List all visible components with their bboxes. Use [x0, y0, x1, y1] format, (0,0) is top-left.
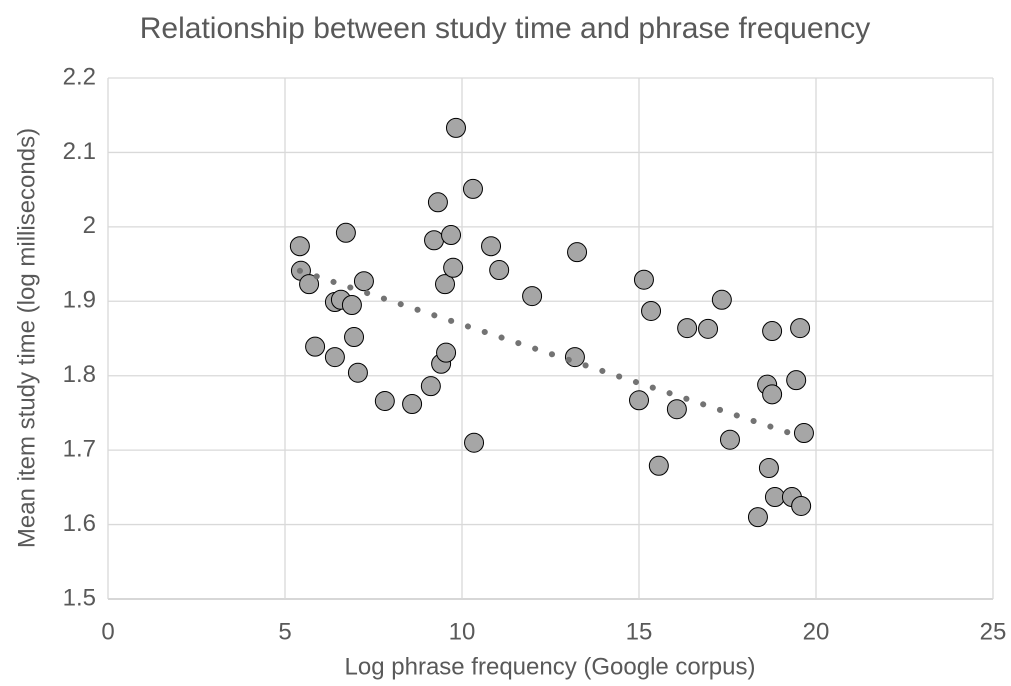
y-tick-label: 1.8	[63, 361, 96, 388]
point	[719, 429, 740, 450]
point	[443, 257, 464, 278]
point	[289, 236, 310, 257]
point	[436, 342, 457, 363]
point	[305, 336, 326, 357]
point	[374, 391, 395, 412]
x-tick-label: 0	[101, 618, 114, 645]
point	[567, 242, 588, 263]
x-axis-label: Log phrase frequency (Google corpus)	[345, 653, 756, 680]
point	[324, 347, 345, 368]
point	[522, 286, 543, 307]
point	[629, 390, 649, 411]
y-axis-label: Mean item study time (log milliseconds)	[13, 128, 40, 548]
y-tick-label: 2	[83, 212, 96, 239]
y-tick-label: 1.9	[63, 287, 96, 314]
point	[347, 362, 368, 383]
point	[441, 225, 462, 246]
point	[791, 495, 812, 516]
point	[698, 318, 719, 339]
point	[481, 236, 502, 257]
x-tick-label: 5	[278, 618, 291, 645]
point	[648, 455, 669, 476]
point	[420, 376, 441, 397]
point	[435, 274, 456, 295]
point	[464, 432, 485, 453]
point	[666, 399, 687, 420]
x-tick-label: 15	[626, 618, 653, 645]
point	[762, 384, 783, 405]
point	[762, 321, 783, 342]
point	[445, 117, 466, 138]
point	[489, 260, 510, 281]
point	[299, 274, 320, 295]
x-tick-label: 20	[803, 618, 830, 645]
trendline	[296, 267, 805, 440]
y-tick-label: 1.5	[63, 584, 96, 611]
point	[427, 192, 448, 213]
point	[424, 230, 445, 251]
point	[793, 423, 814, 444]
point	[462, 178, 483, 199]
point	[758, 458, 779, 479]
point	[641, 300, 662, 321]
point	[344, 327, 365, 348]
y-tick-label: 2.1	[63, 138, 96, 165]
chart-title: Relationship between study time and phra…	[140, 12, 870, 45]
y-tick-label: 1.7	[63, 435, 96, 462]
point	[711, 289, 732, 310]
point	[764, 487, 785, 508]
point	[677, 318, 698, 339]
point	[341, 295, 362, 316]
point	[402, 393, 423, 414]
point	[633, 269, 654, 290]
point	[747, 507, 768, 528]
x-tick-label: 10	[449, 618, 476, 645]
point	[335, 222, 356, 243]
point	[786, 370, 807, 391]
y-tick-label: 1.6	[63, 510, 96, 537]
point	[353, 271, 374, 292]
y-tick-label: 2.2	[63, 63, 96, 90]
point	[790, 318, 811, 339]
x-tick-label: 25	[980, 618, 1007, 645]
